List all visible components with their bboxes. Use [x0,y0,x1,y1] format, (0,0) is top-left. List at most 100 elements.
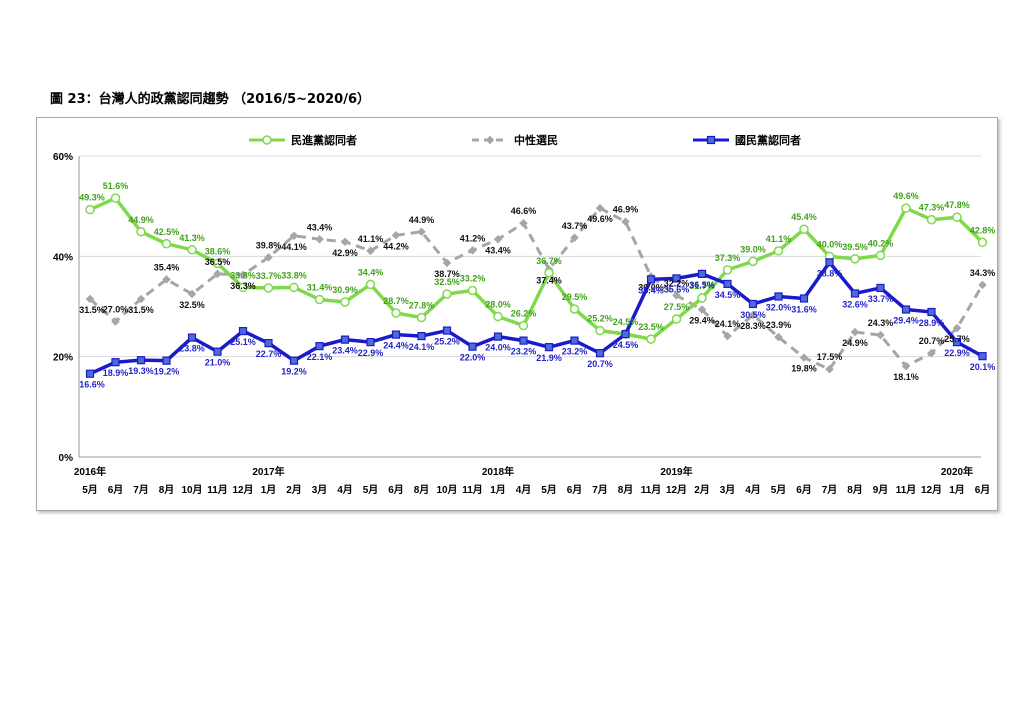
data-point [774,332,783,342]
x-tick-label: 5月 [541,484,557,496]
data-label: 32.5% [179,300,205,310]
data-point [289,356,299,365]
data-point [366,338,375,347]
data-label: 19.3% [128,366,154,376]
data-label: 41.1% [358,234,384,244]
data-point [595,325,605,336]
data-point [136,294,146,304]
year-label: 2019年 [660,465,692,478]
data-point [570,233,579,243]
data-point [417,227,426,237]
data-point [569,304,580,314]
x-tick-label: 12月 [921,484,942,496]
data-label: 42.8% [970,225,996,235]
data-point [544,343,554,352]
data-label: 36.0% [638,282,664,292]
data-point [315,234,324,244]
data-label: 24.5% [613,317,639,327]
data-label: 35.4% [154,262,180,272]
data-label: 46.9% [613,205,639,215]
legend-label: 中性選民 [514,133,558,147]
x-tick-label: 5月 [82,484,98,496]
data-label: 21.9% [536,353,562,363]
year-label: 2020年 [941,465,973,478]
data-point [111,358,120,367]
data-point [672,291,681,300]
data-point [901,203,911,213]
data-label: 23.2% [562,347,588,357]
x-tick-label: 11月 [207,484,228,496]
data-label: 31.6% [791,304,817,314]
data-label: 51.6% [103,181,129,191]
data-point [927,348,936,358]
data-point [621,217,630,227]
data-point [365,279,376,290]
data-point [289,231,299,241]
data-point [748,256,758,267]
data-label: 44.1% [281,242,307,252]
x-tick-label: 6月 [388,484,404,496]
axes: 0% 20% 40% 60% 5月 6月 7月 8月 10月 11月 12月 1月 2月 3月 4月 5月 6月… [53,152,990,496]
data-label: 26.2% [511,309,537,319]
data-point [85,369,95,378]
x-tick-label: 5月 [771,484,787,496]
data-label: 25.7% [944,334,970,344]
data-label: 24.1% [715,319,741,329]
data-point [646,275,656,284]
data-label: 24.0% [485,343,511,353]
x-tick-label: 4月 [337,484,353,496]
x-tick-label: 9月 [873,484,889,496]
data-point [161,239,172,249]
data-label: 47.3% [919,203,945,213]
series-line [89,260,984,376]
data-point [162,275,171,284]
data-point [518,320,529,331]
y-tick-label: 60% [53,152,73,163]
data-point [825,258,834,267]
data-point [952,323,962,333]
data-label: 41.3% [179,233,205,243]
x-tick-label: 3月 [720,484,736,496]
data-point [850,327,860,337]
y-tick-label: 20% [53,353,73,364]
data-label: 37.3% [715,253,741,263]
data-label: 28.9% [919,318,945,328]
data-label: 23.4% [332,346,358,356]
legend-marker [706,135,716,145]
data-point [442,258,452,268]
data-point [748,299,758,309]
x-tick-label: 10月 [181,484,202,496]
data-point [799,224,809,234]
data-label: 33.8% [281,270,307,280]
data-point [238,270,248,280]
x-tick-label: 8月 [618,484,634,496]
data-label: 22.9% [358,348,384,358]
data-point [110,193,121,203]
data-label: 40.2% [868,238,894,248]
data-label: 23.9% [766,320,792,330]
y-tick-label: 0% [59,453,74,464]
data-label: 31.5% [79,305,105,315]
data-point [264,252,273,262]
series-line [89,206,984,371]
data-label: 24.9% [842,338,868,348]
data-point [162,356,171,365]
data-point [723,279,732,289]
x-tick-label: 1月 [949,484,965,496]
x-tick-label: 3月 [312,484,328,496]
x-tick-label: 8月 [414,484,430,496]
data-label: 19.2% [281,367,307,377]
data-label: 23.8% [179,344,205,354]
data-point [493,234,503,244]
data-label: 39.8% [256,240,282,250]
data-point [289,282,299,293]
data-label: 20.7% [587,359,613,369]
data-point [748,310,758,320]
data-label: 36.7% [536,256,562,266]
data-label: 41.1% [766,234,792,244]
data-point [952,212,962,222]
data-point [978,280,987,290]
data-point [876,330,885,340]
data-label: 32.6% [842,299,868,309]
data-point [468,245,477,255]
